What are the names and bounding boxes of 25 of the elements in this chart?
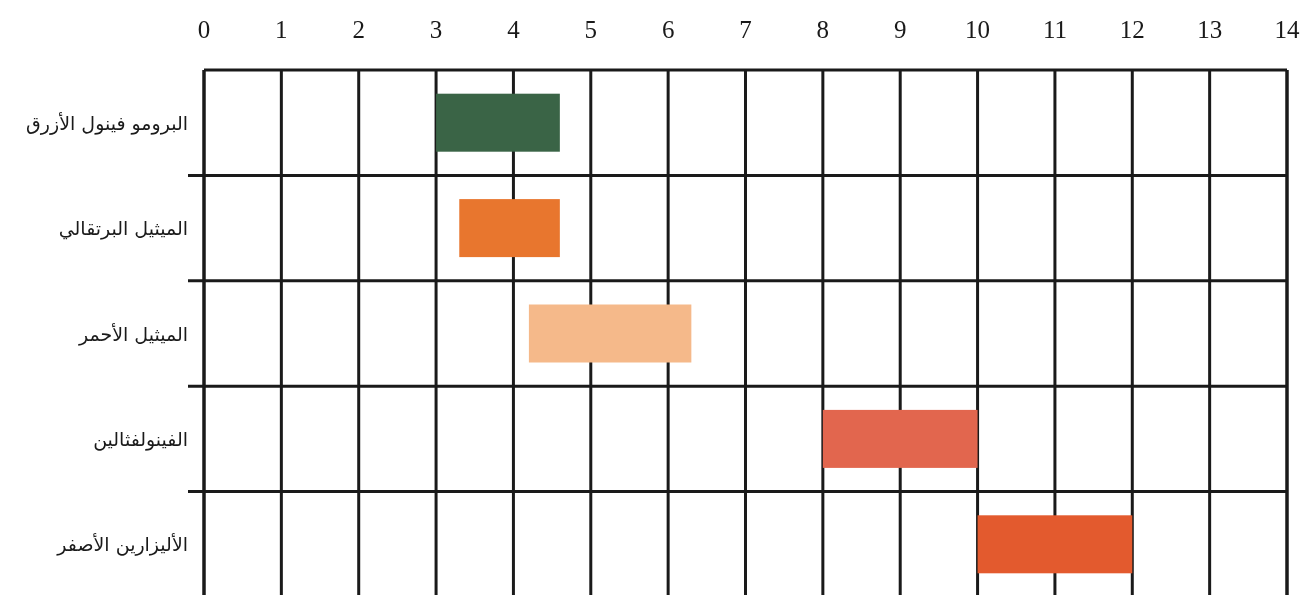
x-tick-label: 14	[1274, 16, 1300, 43]
bar	[459, 199, 560, 258]
y-tick-label: البرومو فينول الأزرق	[26, 111, 188, 135]
bar	[436, 93, 560, 152]
x-tick-label: 6	[661, 16, 675, 43]
bar	[977, 515, 1133, 574]
x-tick-label: 9	[893, 16, 907, 43]
x-tick-label: 12	[1119, 16, 1145, 43]
x-tick-label: 10	[965, 16, 991, 43]
x-tick-label: 3	[429, 16, 443, 43]
x-tick-label: 4	[507, 16, 521, 43]
x-tick-label: 5	[584, 16, 598, 43]
bar	[528, 304, 692, 363]
y-tick-label: الميثيل البرتقالي	[58, 217, 188, 241]
x-tick-label: 7	[739, 16, 752, 43]
x-tick-label: 0	[197, 16, 211, 43]
x-tick-label: 8	[816, 16, 830, 43]
bar	[822, 409, 978, 468]
x-tick-label: 13	[1197, 16, 1223, 43]
y-tick-label: الأليزارين الأصفر	[56, 533, 188, 557]
x-tick-label: 1	[275, 16, 288, 43]
y-tick-label: الفينولفثالين	[93, 427, 188, 451]
x-tick-label: 11	[1042, 16, 1067, 43]
y-tick-label: الميثيل الأحمر	[77, 322, 188, 346]
x-tick-label: 2	[352, 16, 365, 43]
